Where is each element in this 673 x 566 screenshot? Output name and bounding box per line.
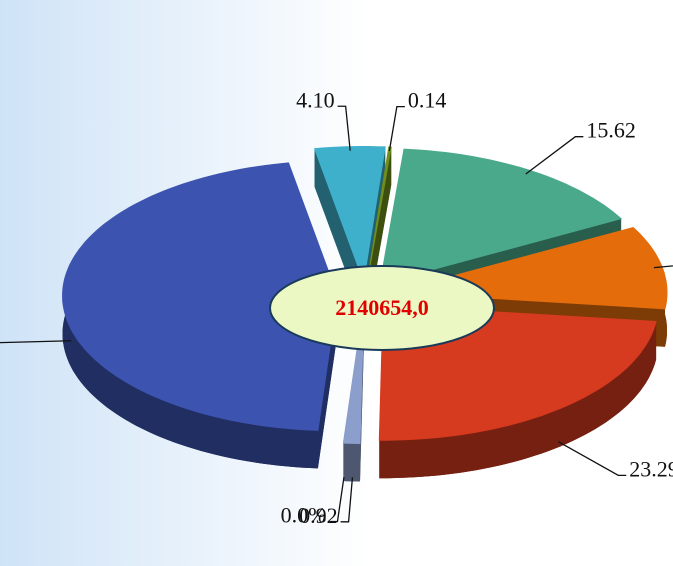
data-label: 0.92 bbox=[299, 503, 338, 528]
slice bbox=[62, 162, 339, 431]
center-label: 2140654,0 bbox=[335, 295, 429, 320]
data-label: 4.10 bbox=[296, 87, 335, 112]
slice-side bbox=[379, 321, 657, 479]
data-label: 15.62 bbox=[586, 118, 636, 143]
leader-line bbox=[340, 477, 354, 523]
leader-line bbox=[558, 441, 627, 476]
leader-line bbox=[337, 105, 351, 151]
slice bbox=[342, 308, 364, 444]
slice bbox=[62, 162, 339, 469]
data-label: 0.0% bbox=[281, 503, 327, 528]
leader-line bbox=[329, 476, 345, 523]
center-badge bbox=[269, 265, 495, 351]
data-label: 0.14 bbox=[408, 88, 447, 113]
leader-line bbox=[0, 340, 72, 344]
leader-line bbox=[525, 136, 584, 175]
data-label: 23.29 bbox=[629, 456, 673, 481]
leader-line bbox=[388, 105, 405, 152]
slice-side bbox=[344, 443, 360, 482]
